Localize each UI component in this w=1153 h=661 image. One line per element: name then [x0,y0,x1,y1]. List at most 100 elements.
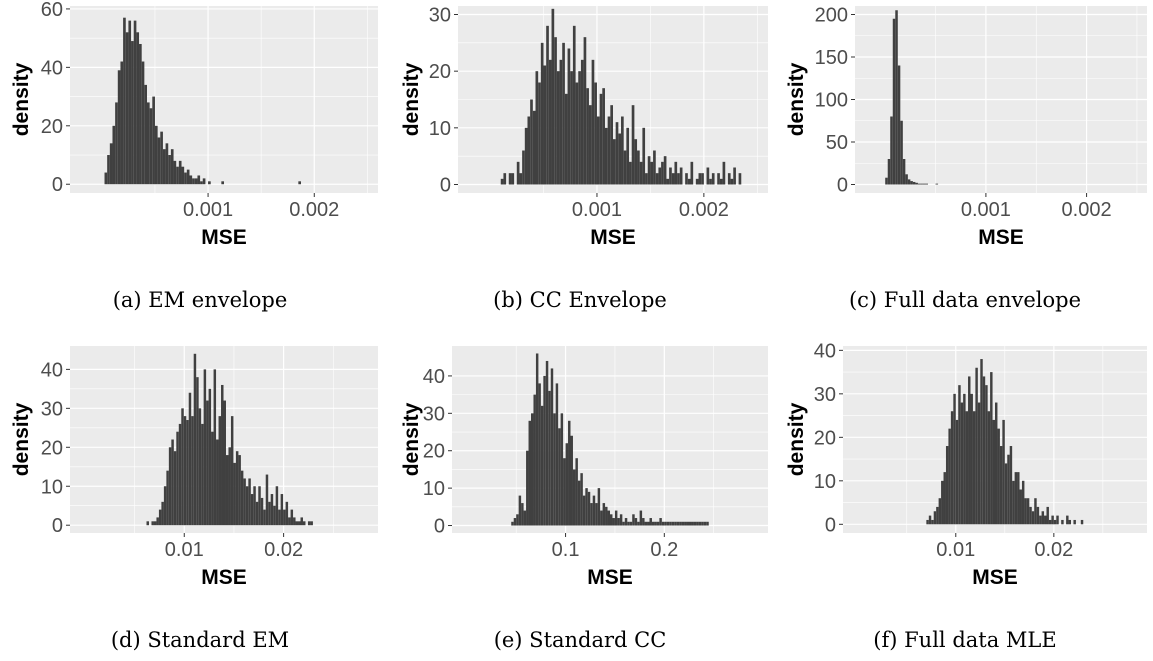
histogram-bar [265,474,269,526]
histogram-bar [1046,506,1049,525]
histogram-bar [623,150,627,185]
histogram-bar [211,431,214,526]
histogram-bar [194,178,198,185]
histogram-bar [535,353,539,526]
histogram-bar [693,521,697,526]
histogram-bar [941,480,944,525]
bars-b [500,8,742,185]
histogram-bar [590,503,593,526]
histogram-bar [610,514,613,526]
histogram-bar [556,71,560,185]
histogram-bar [586,88,589,185]
histogram-bar [610,105,613,185]
panel-f: 0 10 20 30 40 0.01 0.02 density MSE [775,340,1153,605]
histogram-bar [619,514,623,526]
histogram-bar [982,376,986,525]
histogram-bar [300,517,303,526]
y-tick-label: 40 [41,57,63,79]
y-tick-label: 40 [423,366,445,388]
histogram-bar [307,521,311,526]
histogram-bar [178,160,182,185]
y-tick-label: 60 [41,0,63,21]
histogram-bar [1014,472,1018,525]
histogram-bar [1061,519,1064,525]
caption-a: (a) EM envelope [112,288,288,312]
histogram-bar [131,41,134,185]
histogram-a: 0 20 40 60 0.001 0.002 density MSE [10,0,378,249]
y-tick-label: 10 [41,476,63,498]
histogram-bar [578,71,581,185]
histogram-bar [592,495,596,526]
histogram-bar [987,411,991,525]
histogram-bar [647,521,650,526]
histogram-bar [253,486,256,526]
histogram-bar [144,84,147,185]
histogram-bar [522,150,525,185]
y-tick-label: 30 [814,384,836,406]
histogram-bar [181,408,184,526]
histogram-bar [607,510,610,526]
histogram-bar [128,20,132,185]
histogram-bar [684,521,687,526]
histogram-bar [524,127,528,185]
histogram-bar [139,43,142,185]
histogram-bar [1036,506,1040,525]
y-tick-label: 0 [52,515,63,537]
histogram-bar [152,96,155,185]
y-tick-label: 200 [815,5,848,27]
x-tick-label: 0.02 [264,539,303,561]
caption-d: (d) Standard EM [110,628,290,652]
histogram-bar [221,384,224,526]
histogram-bar [173,160,177,185]
histogram-bar [595,503,598,526]
histogram-bar [208,388,212,526]
histogram-bar [230,416,234,526]
y-tick-label: 40 [41,359,63,381]
histogram-bar [634,518,638,526]
histogram-bar [203,369,207,526]
histogram-bar [695,178,699,185]
histogram-bar [173,451,177,526]
histogram-bar [596,116,600,185]
histogram-bar [627,521,630,526]
histogram-bar [548,390,551,526]
histogram-bar [1044,515,1047,525]
histogram-bar [570,435,573,526]
x-tick-label: 0.001 [572,199,622,221]
x-tick-label: 0.001 [961,199,1011,221]
histogram-bar [235,451,239,526]
histogram-bar [970,393,973,525]
caption-c: (c) Full data envelope [848,288,1082,312]
histogram-bar [992,419,995,525]
histogram-bar [141,61,145,185]
y-tick-label: 30 [423,403,445,425]
histogram-bar [706,167,710,185]
histogram-bar [154,125,158,185]
histogram-bar [931,519,934,525]
histogram-bar [1029,506,1032,525]
histogram-bar [115,102,118,185]
panel-d: 0 10 20 30 40 0.01 0.02 density MSE [0,340,385,605]
histogram-bar [926,519,929,525]
panel-e: 0 10 20 30 40 0.1 0.2 density MSE [390,340,775,605]
histogram-bar [1007,454,1010,525]
histogram-bar [149,108,153,185]
histogram-bar [953,393,956,525]
histogram-bar [1080,519,1084,525]
histogram-bar [197,175,201,185]
histogram-bar [722,161,726,185]
histogram-bar [1002,419,1005,525]
histogram-bar [604,127,608,185]
histogram-bar [698,173,702,185]
histogram-bar [202,178,206,185]
histogram-bar [887,159,891,185]
histogram-bar [613,139,616,185]
histogram-bar [663,156,667,185]
histogram-bar [1021,480,1025,525]
y-tick-label: 0 [440,175,451,197]
histogram-bar [221,181,224,185]
histogram-bar [733,167,736,185]
histogram-bar [109,143,113,185]
histogram-bar [661,161,664,185]
histogram-bar [181,166,185,185]
